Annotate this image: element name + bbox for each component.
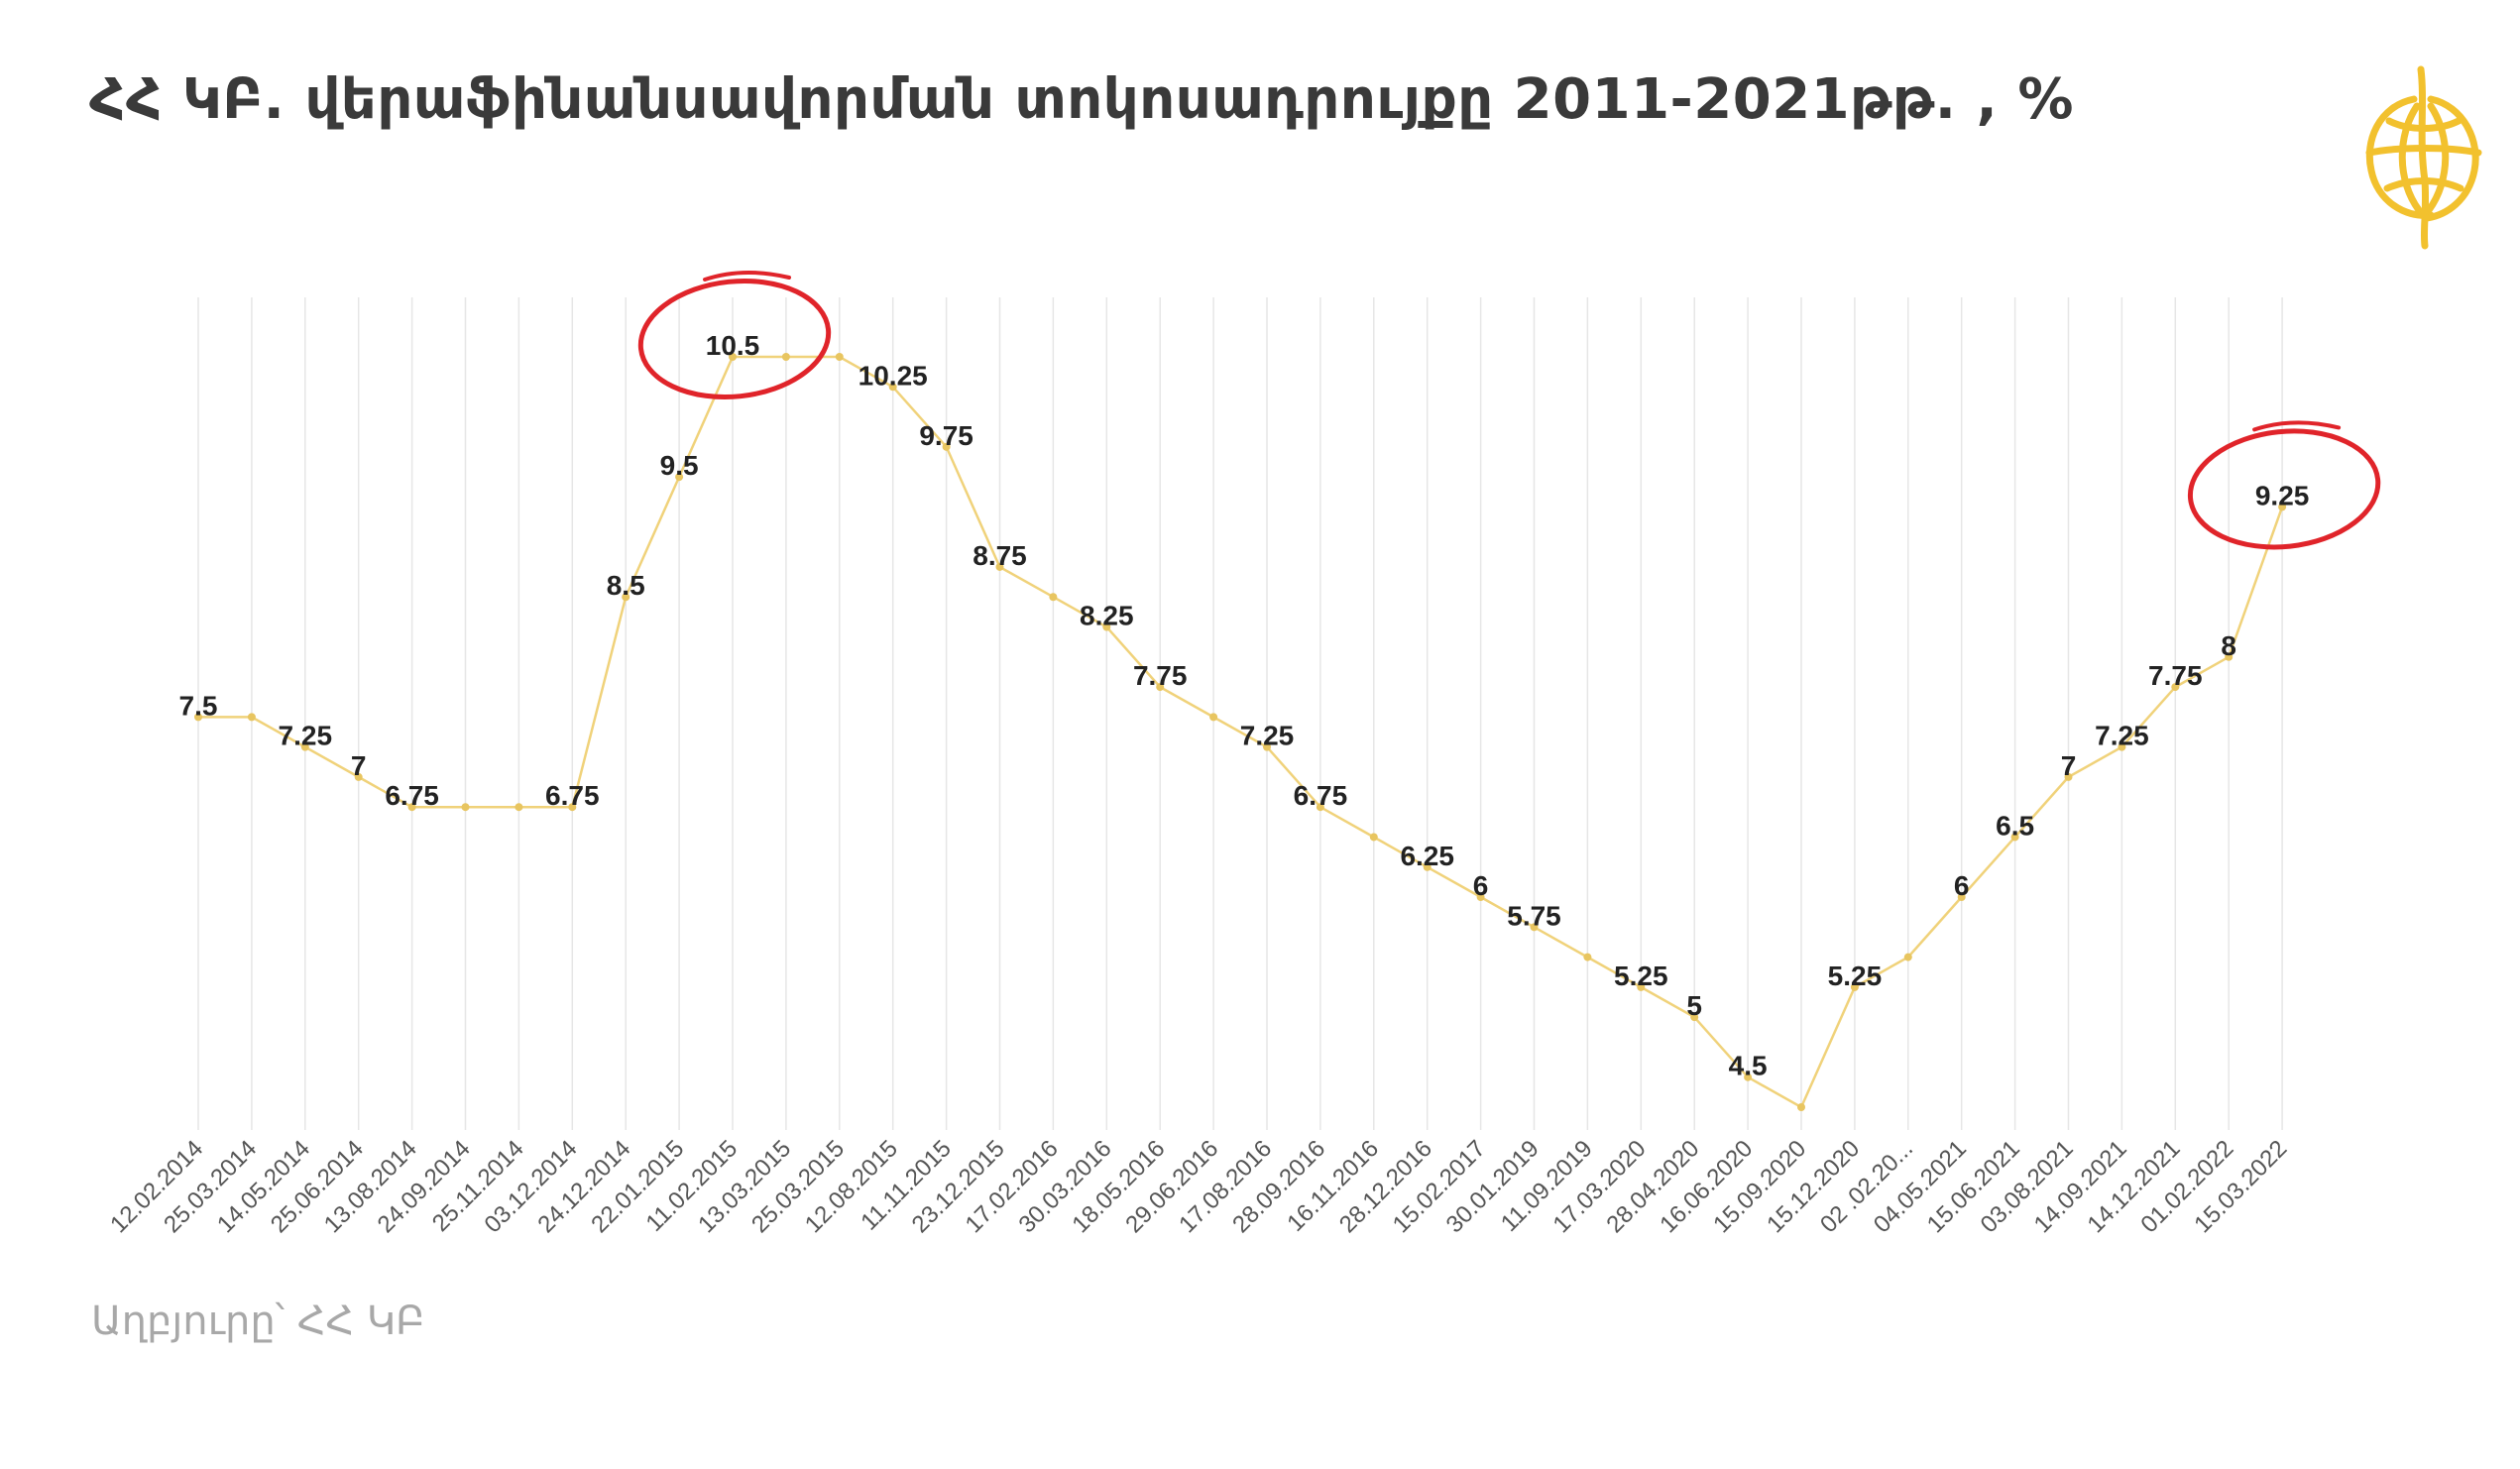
- data-label: 8: [2221, 630, 2236, 661]
- data-point: [2278, 503, 2287, 511]
- data-point: [1049, 593, 1058, 602]
- highlight-circle: [2187, 428, 2381, 550]
- data-label: 9.5: [660, 450, 699, 481]
- data-label: 7.75: [2148, 660, 2203, 691]
- data-label: 8.5: [607, 570, 645, 601]
- data-point: [515, 803, 523, 812]
- data-label: 6.75: [1294, 780, 1348, 811]
- data-label: 9.25: [2255, 480, 2310, 510]
- data-point: [675, 473, 684, 482]
- data-point: [1102, 622, 1111, 631]
- data-label: 6: [1954, 870, 1970, 901]
- data-point: [461, 803, 470, 812]
- data-point: [942, 442, 951, 451]
- data-point: [729, 353, 737, 361]
- data-label: 7.25: [2095, 721, 2149, 751]
- globe-logo-icon: [2365, 65, 2482, 250]
- data-label: 8.25: [1080, 601, 1134, 631]
- data-point: [888, 383, 897, 392]
- data-point: [1690, 1013, 1699, 1022]
- data-point: [194, 713, 202, 722]
- data-point: [622, 593, 630, 602]
- data-label: 7.25: [1240, 721, 1295, 751]
- data-point: [2064, 772, 2073, 781]
- highlight-circles: [637, 271, 2381, 550]
- data-label: 10.5: [706, 330, 760, 361]
- data-point: [1423, 862, 1432, 871]
- data-label: 6: [1473, 870, 1489, 901]
- data-label: 5.25: [1828, 960, 1883, 991]
- source-note: Աղբյուրը՝ ՀՀ ԿԲ: [91, 1299, 425, 1344]
- data-point: [1903, 953, 1912, 961]
- data-label: 7: [351, 750, 367, 781]
- data-label: 10.25: [859, 360, 928, 391]
- data-point: [2225, 652, 2234, 661]
- data-label: 6.5: [1996, 810, 2034, 841]
- data-point: [1316, 803, 1324, 812]
- data-point: [1850, 982, 1859, 991]
- data-point: [1209, 713, 1218, 722]
- data-point: [1156, 683, 1165, 692]
- data-point: [1369, 833, 1378, 842]
- data-point: [1957, 893, 1966, 902]
- data-point: [300, 742, 309, 751]
- data-point: [1637, 982, 1646, 991]
- data-label: 7.25: [279, 721, 333, 751]
- data-label: 6.75: [385, 780, 439, 811]
- data-point: [1476, 893, 1485, 902]
- data-point: [568, 803, 577, 812]
- data-label: 6.25: [1400, 841, 1454, 871]
- data-point: [1744, 1073, 1753, 1081]
- series-markers: [194, 353, 2287, 1111]
- data-point: [2010, 833, 2019, 842]
- x-axis-ticks: 12.02.201425.03.201414.05.201425.06.2014…: [105, 1135, 2292, 1238]
- data-label: 6.75: [545, 780, 600, 811]
- data-point: [407, 803, 416, 812]
- data-point: [354, 772, 363, 781]
- highlight-stroke: [2252, 420, 2342, 432]
- data-labels: 7.5 7.25 7 6.75 6.75 8.5 9.5 10.5 10.25 9.75 8.75 8…: [179, 330, 2310, 1081]
- data-point: [2171, 683, 2180, 692]
- data-point: [1263, 742, 1271, 751]
- series-line: [198, 355, 2284, 1109]
- data-point: [835, 353, 844, 361]
- data-point: [1583, 953, 1592, 961]
- data-point: [781, 353, 790, 361]
- chart-title: ՀՀ ԿԲ. վերաֆինանսավորման տոկոսադրույքը 2…: [89, 67, 2074, 132]
- data-label: 9.75: [919, 420, 974, 451]
- data-label: 4.5: [1729, 1051, 1768, 1081]
- chart-grid: [197, 297, 2283, 1130]
- data-point: [1530, 923, 1539, 932]
- data-label: 5.75: [1507, 900, 1561, 931]
- data-label: 5.25: [1614, 960, 1668, 991]
- data-label: 5: [1686, 990, 1702, 1021]
- data-label: 7.75: [1133, 660, 1188, 691]
- data-point: [1797, 1103, 1805, 1111]
- data-label: 8.75: [973, 540, 1027, 571]
- data-point: [2118, 742, 2126, 751]
- highlight-stroke: [703, 271, 791, 282]
- highlight-circle: [637, 278, 832, 400]
- data-point: [247, 713, 256, 722]
- data-label: 7.5: [179, 690, 218, 721]
- data-label: 7: [2061, 750, 2077, 781]
- data-point: [995, 562, 1004, 571]
